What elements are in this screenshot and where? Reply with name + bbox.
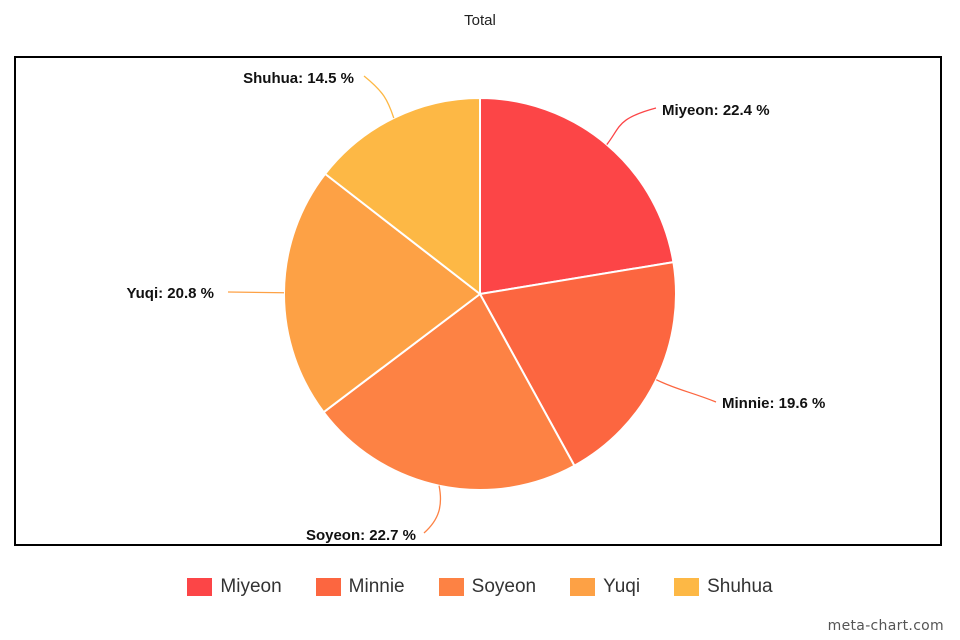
plot-frame xyxy=(14,56,942,546)
label-connector-shuhua xyxy=(363,75,395,119)
label-connector-miyeon xyxy=(606,107,657,145)
legend-label: Minnie xyxy=(348,576,405,597)
label-connector-minnie xyxy=(655,379,717,403)
credit-text: meta-chart.com xyxy=(827,618,944,634)
pie-slice-yuqi[interactable] xyxy=(283,172,482,414)
legend: Miyeon Minnie Soyeon Yuqi Shuhua xyxy=(0,576,960,598)
legend-swatch xyxy=(674,578,700,596)
pie-slice-shuhua[interactable] xyxy=(323,96,481,297)
slice-label-soyeon: Soyeon: 22.7 % xyxy=(306,527,416,544)
legend-label: Shuhua xyxy=(707,576,773,597)
legend-item-minnie[interactable]: Minnie xyxy=(315,576,405,598)
legend-item-yuqi[interactable]: Yuqi xyxy=(570,576,640,598)
legend-item-shuhua[interactable]: Shuhua xyxy=(674,576,773,598)
slice-label-minnie: Minnie: 19.6 % xyxy=(722,395,825,412)
label-connector-yuqi xyxy=(227,291,285,294)
legend-swatch xyxy=(315,578,341,596)
legend-label: Soyeon xyxy=(471,576,537,597)
legend-swatch xyxy=(187,578,213,596)
chart-title: Total xyxy=(464,12,496,29)
slice-label-shuhua: Shuhua: 14.5 % xyxy=(243,70,354,87)
slice-label-miyeon: Miyeon: 22.4 % xyxy=(662,102,770,119)
legend-item-miyeon[interactable]: Miyeon xyxy=(187,576,282,598)
label-connector-soyeon xyxy=(423,485,442,534)
legend-label: Miyeon xyxy=(220,576,282,597)
legend-label: Yuqi xyxy=(603,576,641,597)
pie-slice-minnie[interactable] xyxy=(478,260,677,468)
legend-swatch xyxy=(570,578,596,596)
slice-label-yuqi: Yuqi: 20.8 % xyxy=(126,285,214,302)
legend-swatch xyxy=(438,578,464,596)
pie-slice-miyeon[interactable] xyxy=(479,96,675,296)
legend-item-soyeon[interactable]: Soyeon xyxy=(438,576,537,598)
